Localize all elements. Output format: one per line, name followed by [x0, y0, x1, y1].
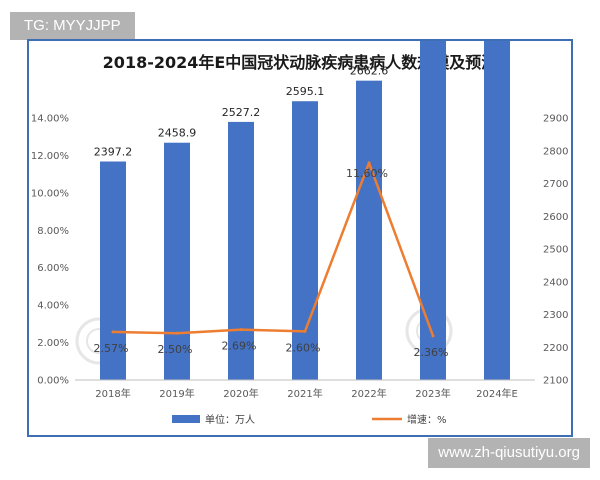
- growth-point: [239, 328, 243, 332]
- tg-badge: TG: MYYJJPP: [10, 12, 135, 40]
- left-axis-tick-label: 10.00%: [31, 188, 69, 199]
- growth-point: [111, 330, 115, 334]
- left-axis-tick-label: 14.00%: [31, 114, 69, 125]
- x-axis-tick-label: 2024年E: [476, 387, 518, 400]
- right-axis-tick-label: 2500: [543, 245, 568, 256]
- rate-value-label: 2.69%: [222, 340, 257, 353]
- left-axis-tick-label: 4.00%: [37, 301, 69, 312]
- growth-line: [112, 161, 435, 337]
- right-axis-tick-label: 2300: [543, 310, 568, 321]
- right-axis-tick-label: 2700: [543, 179, 568, 190]
- bar-value-label: 2662.6: [350, 65, 389, 78]
- x-axis-tick-label: 2022年: [351, 387, 386, 400]
- chart-frame: 2018-2024年E中国冠状动脉疾病患病人数规模及预测 0.00% 2.00% 4…: [27, 39, 573, 437]
- x-axis-tick-label: 2020年: [223, 387, 258, 400]
- right-axis-tick-label: 2600: [543, 212, 568, 223]
- bar: [100, 161, 126, 380]
- growth-point: [367, 161, 371, 165]
- right-axis-tick-label: 2900: [543, 114, 568, 125]
- growth-point: [303, 329, 307, 333]
- x-axis-tick-label: 2018年: [95, 387, 130, 400]
- legend-line-label: 增速：%: [407, 413, 447, 426]
- bar: [356, 80, 382, 380]
- site-badge: www.zh-qiusutiyu.org: [428, 438, 590, 468]
- bar: [228, 121, 254, 380]
- right-axis-tick-label: 2200: [543, 343, 568, 354]
- bar: [420, 41, 446, 380]
- left-axis-tick-label: 8.00%: [37, 226, 69, 237]
- chart-title: 2018-2024年E中国冠状动脉疾病患病人数规模及预测: [103, 53, 498, 72]
- bar-value-label: 2595.1: [286, 85, 325, 98]
- x-axis-tick-label: 2021年: [287, 387, 322, 400]
- rate-value-label: 11.60%: [346, 167, 388, 180]
- legend-bar-label: 单位：万人: [205, 413, 255, 426]
- bar-value-label: 2397.2: [94, 146, 133, 159]
- bar: [164, 142, 190, 380]
- left-axis-tick-label: 6.00%: [37, 263, 69, 274]
- chart-svg: 2018-2024年E中国冠状动脉疾病患病人数规模及预测 0.00% 2.00% 4…: [31, 41, 568, 426]
- left-axis-tick-label: 0.00%: [37, 376, 69, 387]
- x-axis-tick-label: 2023年: [415, 387, 450, 400]
- legend-bar-swatch: [172, 415, 200, 423]
- watermark: [75, 307, 453, 365]
- right-axis-tick-label: 2100: [543, 376, 568, 387]
- rate-value-label: 2.57%: [94, 342, 129, 355]
- left-axis-tick-label: 2.00%: [37, 338, 69, 349]
- x-axis-tick-label: 2019年: [159, 387, 194, 400]
- right-axis-tick-label: 2800: [543, 146, 568, 157]
- bar: [484, 41, 510, 380]
- bar: [292, 101, 318, 381]
- bar-value-label: 2458.9: [158, 127, 197, 140]
- bar-value-label: 2527.2: [222, 106, 261, 119]
- rate-value-label: 2.50%: [158, 343, 193, 356]
- growth-point: [431, 334, 435, 338]
- growth-point: [175, 331, 179, 335]
- legend: 单位：万人 增速：%: [172, 413, 447, 426]
- left-axis-tick-label: 12.00%: [31, 151, 69, 162]
- rate-value-label: 2.36%: [414, 346, 449, 359]
- right-axis-tick-label: 2400: [543, 277, 568, 288]
- rate-value-label: 2.60%: [286, 341, 321, 354]
